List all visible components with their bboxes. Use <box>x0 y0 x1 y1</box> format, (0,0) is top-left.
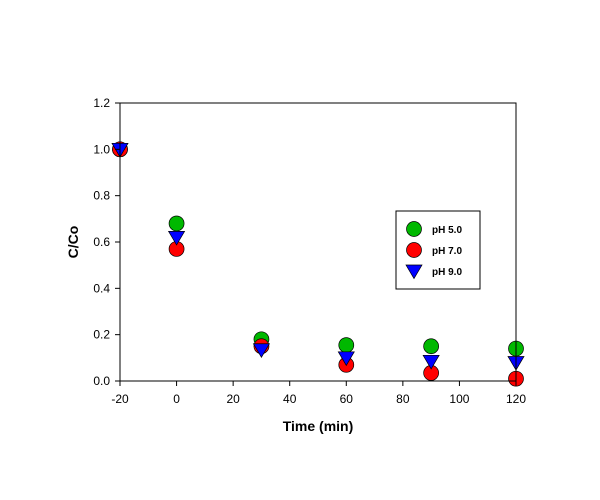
data-point-ph-9-0 <box>337 351 355 367</box>
x-tick-label: 60 <box>340 392 354 406</box>
x-tick-label: 120 <box>506 392 526 406</box>
legend-marker <box>406 221 422 237</box>
data-point-ph-9-0 <box>422 354 440 370</box>
data-point-ph-9-0 <box>167 231 186 246</box>
y-tick-label: 0.0 <box>93 374 110 388</box>
y-tick-label: 0.4 <box>93 281 110 295</box>
data-point-ph-5-0 <box>338 337 355 353</box>
x-axis-title: Time (min) <box>283 418 354 434</box>
x-tick-label: 100 <box>449 392 469 406</box>
x-tick-label: 80 <box>396 392 410 406</box>
legend-marker <box>405 264 423 280</box>
x-tick-label: 0 <box>173 392 180 406</box>
x-tick-label: 20 <box>226 392 240 406</box>
legend: pH 5.0 pH 7.0 pH 9.0 <box>395 210 481 290</box>
y-axis-title: C/Co <box>65 226 81 259</box>
y-tick-label: 1.2 <box>93 96 110 110</box>
legend-label: pH 7.0 <box>432 246 462 257</box>
x-tick-label: 40 <box>283 392 297 406</box>
y-tick-label: 0.2 <box>93 328 110 342</box>
legend-marker <box>406 242 422 258</box>
legend-label: pH 9.0 <box>432 267 462 278</box>
x-tick-label: -20 <box>111 392 129 406</box>
legend-label: pH 5.0 <box>432 225 462 236</box>
y-tick-label: 1.0 <box>93 142 110 156</box>
data-point-ph-5-0 <box>423 338 439 355</box>
y-tick-label: 0.8 <box>93 189 110 203</box>
axes: -20 0 20 40 60 80 100 120 0.0 0.2 0.4 0.6 0.8 1.0 1.2 <box>93 96 526 406</box>
chart-marks <box>111 141 525 387</box>
y-tick-label: 0.6 <box>93 235 110 249</box>
data-point-ph-9-0 <box>252 343 271 359</box>
data-point-ph-5-0 <box>168 215 185 232</box>
